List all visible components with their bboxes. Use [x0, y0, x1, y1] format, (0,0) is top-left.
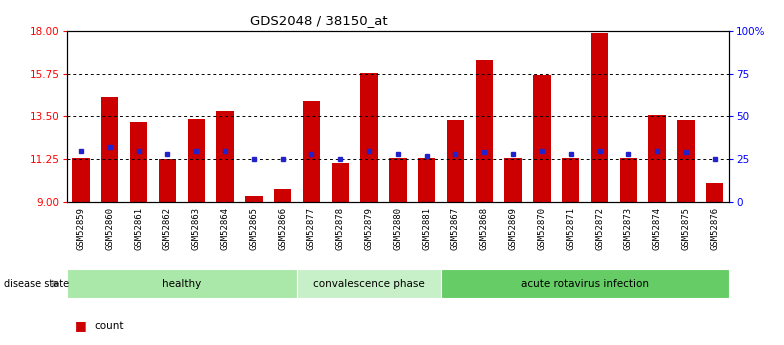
Text: GSM52881: GSM52881: [422, 207, 431, 250]
Bar: [72, 158, 89, 202]
Text: GSM52878: GSM52878: [336, 207, 345, 250]
Text: GSM52871: GSM52871: [566, 207, 575, 250]
Text: GSM52879: GSM52879: [365, 207, 374, 250]
Text: GSM52864: GSM52864: [220, 207, 230, 250]
Bar: [274, 189, 292, 202]
Bar: [476, 60, 493, 202]
Bar: [447, 120, 464, 202]
Text: ■: ■: [74, 319, 86, 333]
Bar: [533, 75, 550, 202]
Bar: [67, 269, 297, 298]
Bar: [591, 33, 608, 202]
Text: acute rotavirus infection: acute rotavirus infection: [521, 279, 649, 289]
Bar: [101, 98, 118, 202]
Text: GSM52869: GSM52869: [509, 207, 517, 250]
Text: GSM52873: GSM52873: [624, 207, 633, 250]
Bar: [677, 120, 695, 202]
Bar: [187, 119, 205, 202]
Bar: [245, 196, 263, 202]
Text: GSM52865: GSM52865: [249, 207, 259, 250]
Bar: [648, 115, 666, 202]
Text: GSM52880: GSM52880: [394, 207, 402, 250]
Text: convalescence phase: convalescence phase: [313, 279, 425, 289]
Text: GSM52861: GSM52861: [134, 207, 143, 250]
Text: GSM52863: GSM52863: [192, 207, 201, 250]
Text: count: count: [94, 321, 124, 331]
Text: healthy: healthy: [162, 279, 201, 289]
Bar: [418, 158, 435, 202]
Text: GSM52867: GSM52867: [451, 207, 460, 250]
Bar: [441, 269, 729, 298]
Text: GSM52859: GSM52859: [77, 207, 85, 250]
Text: GSM52860: GSM52860: [105, 207, 114, 250]
Bar: [562, 158, 579, 202]
Bar: [159, 159, 176, 202]
Text: GSM52872: GSM52872: [595, 207, 604, 250]
Text: GSM52866: GSM52866: [278, 207, 287, 250]
Bar: [504, 158, 521, 202]
Text: GDS2048 / 38150_at: GDS2048 / 38150_at: [249, 14, 387, 27]
Text: GSM52877: GSM52877: [307, 207, 316, 250]
Bar: [706, 183, 724, 202]
Text: GSM52875: GSM52875: [681, 207, 691, 250]
Text: GSM52870: GSM52870: [537, 207, 546, 250]
Bar: [297, 269, 441, 298]
Bar: [619, 158, 637, 202]
Text: disease state: disease state: [4, 279, 69, 289]
Bar: [389, 158, 407, 202]
Bar: [332, 163, 349, 202]
Text: GSM52868: GSM52868: [480, 207, 488, 250]
Text: GSM52862: GSM52862: [163, 207, 172, 250]
Text: GSM52876: GSM52876: [710, 207, 719, 250]
Bar: [130, 122, 147, 202]
Bar: [361, 73, 378, 202]
Text: GSM52874: GSM52874: [652, 207, 662, 250]
Bar: [303, 101, 320, 202]
Text: ■: ■: [74, 344, 86, 345]
Bar: [216, 111, 234, 202]
